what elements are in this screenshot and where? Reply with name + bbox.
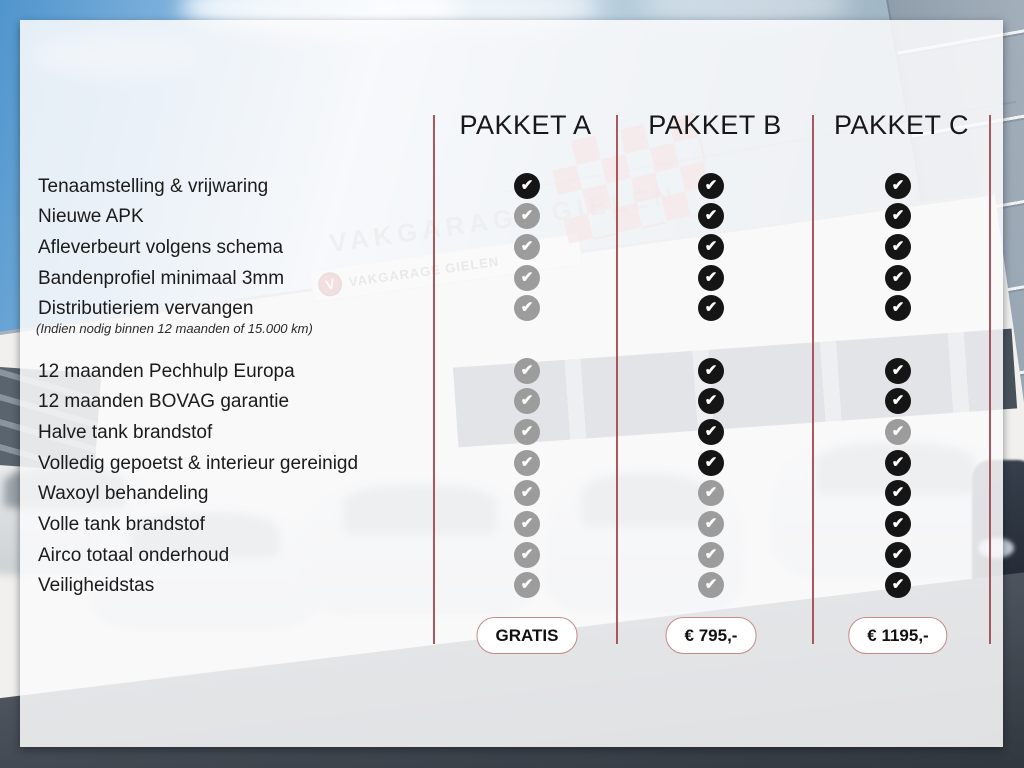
check-excluded-icon: ✔: [514, 233, 540, 260]
check-included-icon: ✔: [698, 233, 724, 260]
feature-row: Waxoyl behandeling ✔ ✔ ✔: [0, 478, 1024, 509]
feature-row: Nieuwe APK ✔ ✔ ✔: [0, 201, 1024, 232]
feature-label: Veiligheidstas: [38, 575, 155, 597]
price-button-pakket-c[interactable]: € 1195,-: [848, 617, 948, 654]
feature-label: Waxoyl behandeling: [38, 483, 209, 505]
feature-row: Bandenprofiel minimaal 3mm ✔ ✔ ✔: [0, 263, 1024, 294]
column-divider: [812, 115, 814, 644]
check-included-icon: ✔: [885, 449, 911, 476]
feature-row: Halve tank brandstof ✔ ✔ ✔: [0, 417, 1024, 448]
price-button-pakket-a[interactable]: GRATIS: [476, 617, 578, 654]
check-included-icon: ✔: [698, 295, 724, 322]
check-excluded-icon: ✔: [514, 511, 540, 537]
check-included-icon: ✔: [885, 203, 911, 230]
check-included-icon: ✔: [885, 511, 911, 537]
check-included-icon: ✔: [698, 172, 724, 199]
feature-label: Bandenprofiel minimaal 3mm: [38, 267, 285, 289]
check-included-icon: ✔: [698, 418, 724, 445]
check-excluded-icon: ✔: [514, 572, 540, 599]
feature-label: Volledig gepoetst & interieur gereinigd: [38, 452, 359, 474]
column-header-pakket-a: PAKKET A: [459, 110, 592, 140]
check-excluded-icon: ✔: [514, 203, 540, 230]
feature-label: 12 maanden Pechhulp Europa: [38, 360, 295, 382]
feature-label: Volle tank brandstof: [38, 514, 205, 535]
feature-label: Airco totaal onderhoud: [38, 544, 230, 566]
feature-row: 12 maanden BOVAG garantie ✔ ✔ ✔: [0, 386, 1024, 417]
feature-label: Tenaamstelling & vrijwaring: [38, 175, 269, 197]
check-included-icon: ✔: [514, 172, 540, 199]
check-included-icon: ✔: [698, 449, 724, 476]
check-excluded-icon: ✔: [514, 449, 540, 476]
feature-row: Distributieriem vervangen (Indien nodig b…: [0, 293, 1024, 336]
check-included-icon: ✔: [885, 295, 911, 322]
check-excluded-icon: ✔: [514, 264, 540, 291]
check-included-icon: ✔: [885, 541, 911, 568]
column-divider: [989, 115, 991, 644]
feature-row: 12 maanden Pechhulp Europa ✔ ✔ ✔: [0, 356, 1024, 387]
feature-row: Volledig gepoetst & interieur gereinigd ✔…: [0, 448, 1024, 479]
column-divider: [433, 115, 435, 644]
check-included-icon: ✔: [698, 357, 724, 384]
check-included-icon: ✔: [885, 357, 911, 384]
check-excluded-icon: ✔: [885, 418, 911, 445]
feature-row: Volle tank brandstof ✔ ✔ ✔: [0, 509, 1024, 540]
feature-label: Afleverbeurt volgens schema: [38, 236, 284, 258]
check-included-icon: ✔: [885, 572, 911, 599]
column-divider: [616, 115, 618, 644]
check-excluded-icon: ✔: [514, 480, 540, 507]
check-excluded-icon: ✔: [514, 418, 540, 445]
feature-note: (Indien nodig binnen 12 maanden of 15.00…: [36, 321, 313, 337]
feature-label: 12 maanden BOVAG garantie: [38, 391, 290, 413]
column-header-pakket-b: PAKKET B: [648, 110, 782, 140]
check-included-icon: ✔: [885, 388, 911, 415]
feature-row: Afleverbeurt volgens schema ✔ ✔ ✔: [0, 232, 1024, 263]
feature-label: Nieuwe APK: [38, 206, 144, 228]
check-excluded-icon: ✔: [514, 357, 540, 384]
check-excluded-icon: ✔: [698, 541, 724, 568]
check-excluded-icon: ✔: [698, 480, 724, 507]
check-included-icon: ✔: [698, 388, 724, 415]
column-header-pakket-c: PAKKET C: [833, 110, 970, 140]
check-excluded-icon: ✔: [514, 388, 540, 415]
check-included-icon: ✔: [885, 264, 911, 291]
check-excluded-icon: ✔: [698, 511, 724, 537]
feature-row: Tenaamstelling & vrijwaring ✔ ✔ ✔: [0, 171, 1024, 202]
check-excluded-icon: ✔: [514, 541, 540, 568]
check-included-icon: ✔: [698, 264, 724, 291]
feature-row: Veiligheidstas ✔ ✔ ✔: [0, 570, 1024, 601]
check-included-icon: ✔: [885, 480, 911, 507]
feature-row: Airco totaal onderhoud ✔ ✔ ✔: [0, 540, 1024, 571]
check-included-icon: ✔: [885, 233, 911, 260]
check-included-icon: ✔: [885, 172, 911, 199]
check-included-icon: ✔: [698, 203, 724, 230]
feature-label: Halve tank brandstof: [38, 421, 213, 443]
check-excluded-icon: ✔: [514, 295, 540, 322]
feature-label: Distributieriem vervangen: [38, 298, 254, 320]
price-button-pakket-b[interactable]: € 795,-: [665, 617, 757, 654]
check-excluded-icon: ✔: [698, 572, 724, 599]
